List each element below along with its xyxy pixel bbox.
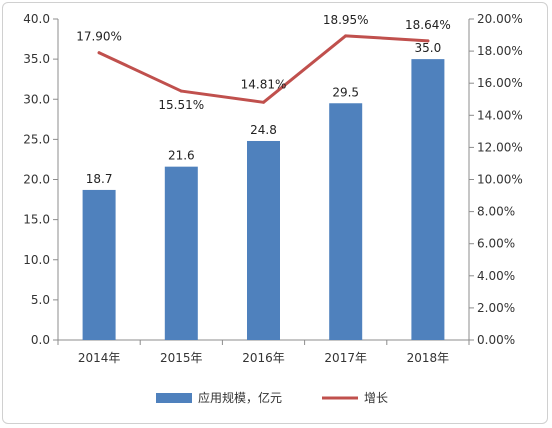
line-point: [344, 34, 348, 38]
legend-label-bar: 应用规模，亿元: [198, 390, 282, 405]
right-tick-label: 4.00%: [477, 269, 515, 283]
bar-data-label: 29.5: [332, 85, 359, 99]
line-data-label: 18.64%: [405, 18, 451, 32]
line-data-label: 14.81%: [241, 77, 287, 91]
x-tick-label: 2014年: [78, 351, 121, 365]
legend-swatch-bar: [156, 393, 192, 403]
right-tick-label: 14.00%: [477, 108, 523, 122]
bar-data-label: 24.8: [250, 123, 277, 137]
line-point: [426, 39, 430, 43]
left-tick-label: 40.0: [23, 12, 50, 26]
line-point: [97, 51, 101, 55]
right-tick-label: 18.00%: [477, 44, 523, 58]
x-tick-label: 2018年: [407, 351, 450, 365]
left-tick-label: 25.0: [23, 132, 50, 146]
right-tick-label: 6.00%: [477, 237, 515, 251]
bar: [247, 140, 280, 340]
left-tick-label: 10.0: [23, 253, 50, 267]
left-tick-label: 5.0: [31, 293, 50, 307]
left-tick-label: 35.0: [23, 52, 50, 66]
x-tick-label: 2017年: [324, 351, 367, 365]
legend-label-line: 增长: [364, 391, 388, 405]
right-tick-label: 16.00%: [477, 76, 523, 90]
right-tick-label: 10.00%: [477, 173, 523, 187]
left-tick-label: 20.0: [23, 173, 50, 187]
line-point: [262, 100, 265, 104]
line-data-label: 18.95%: [323, 13, 369, 27]
right-tick-label: 0.00%: [477, 333, 515, 347]
left-tick-label: 0.0: [31, 333, 50, 347]
bar-data-label: 21.6: [168, 149, 195, 163]
left-tick-label: 15.0: [23, 213, 50, 227]
bar-data-label: 35.0: [415, 41, 442, 55]
right-tick-label: 8.00%: [477, 205, 515, 219]
right-tick-label: 20.00%: [477, 12, 523, 26]
bar-data-label: 18.7: [86, 172, 113, 186]
growth-line: [97, 34, 430, 104]
left-tick-label: 30.0: [23, 92, 50, 106]
line-data-label: 17.90%: [76, 30, 122, 44]
right-tick-label: 2.00%: [477, 301, 515, 315]
bar: [164, 166, 198, 340]
bar: [411, 59, 445, 340]
line-data-label: 15.51%: [158, 98, 204, 112]
line-point: [179, 89, 183, 93]
bar: [82, 189, 116, 340]
bar: [329, 103, 363, 340]
x-tick-label: 2015年: [160, 351, 203, 365]
x-tick-label: 2016年: [242, 351, 285, 365]
right-tick-label: 12.00%: [477, 140, 523, 154]
